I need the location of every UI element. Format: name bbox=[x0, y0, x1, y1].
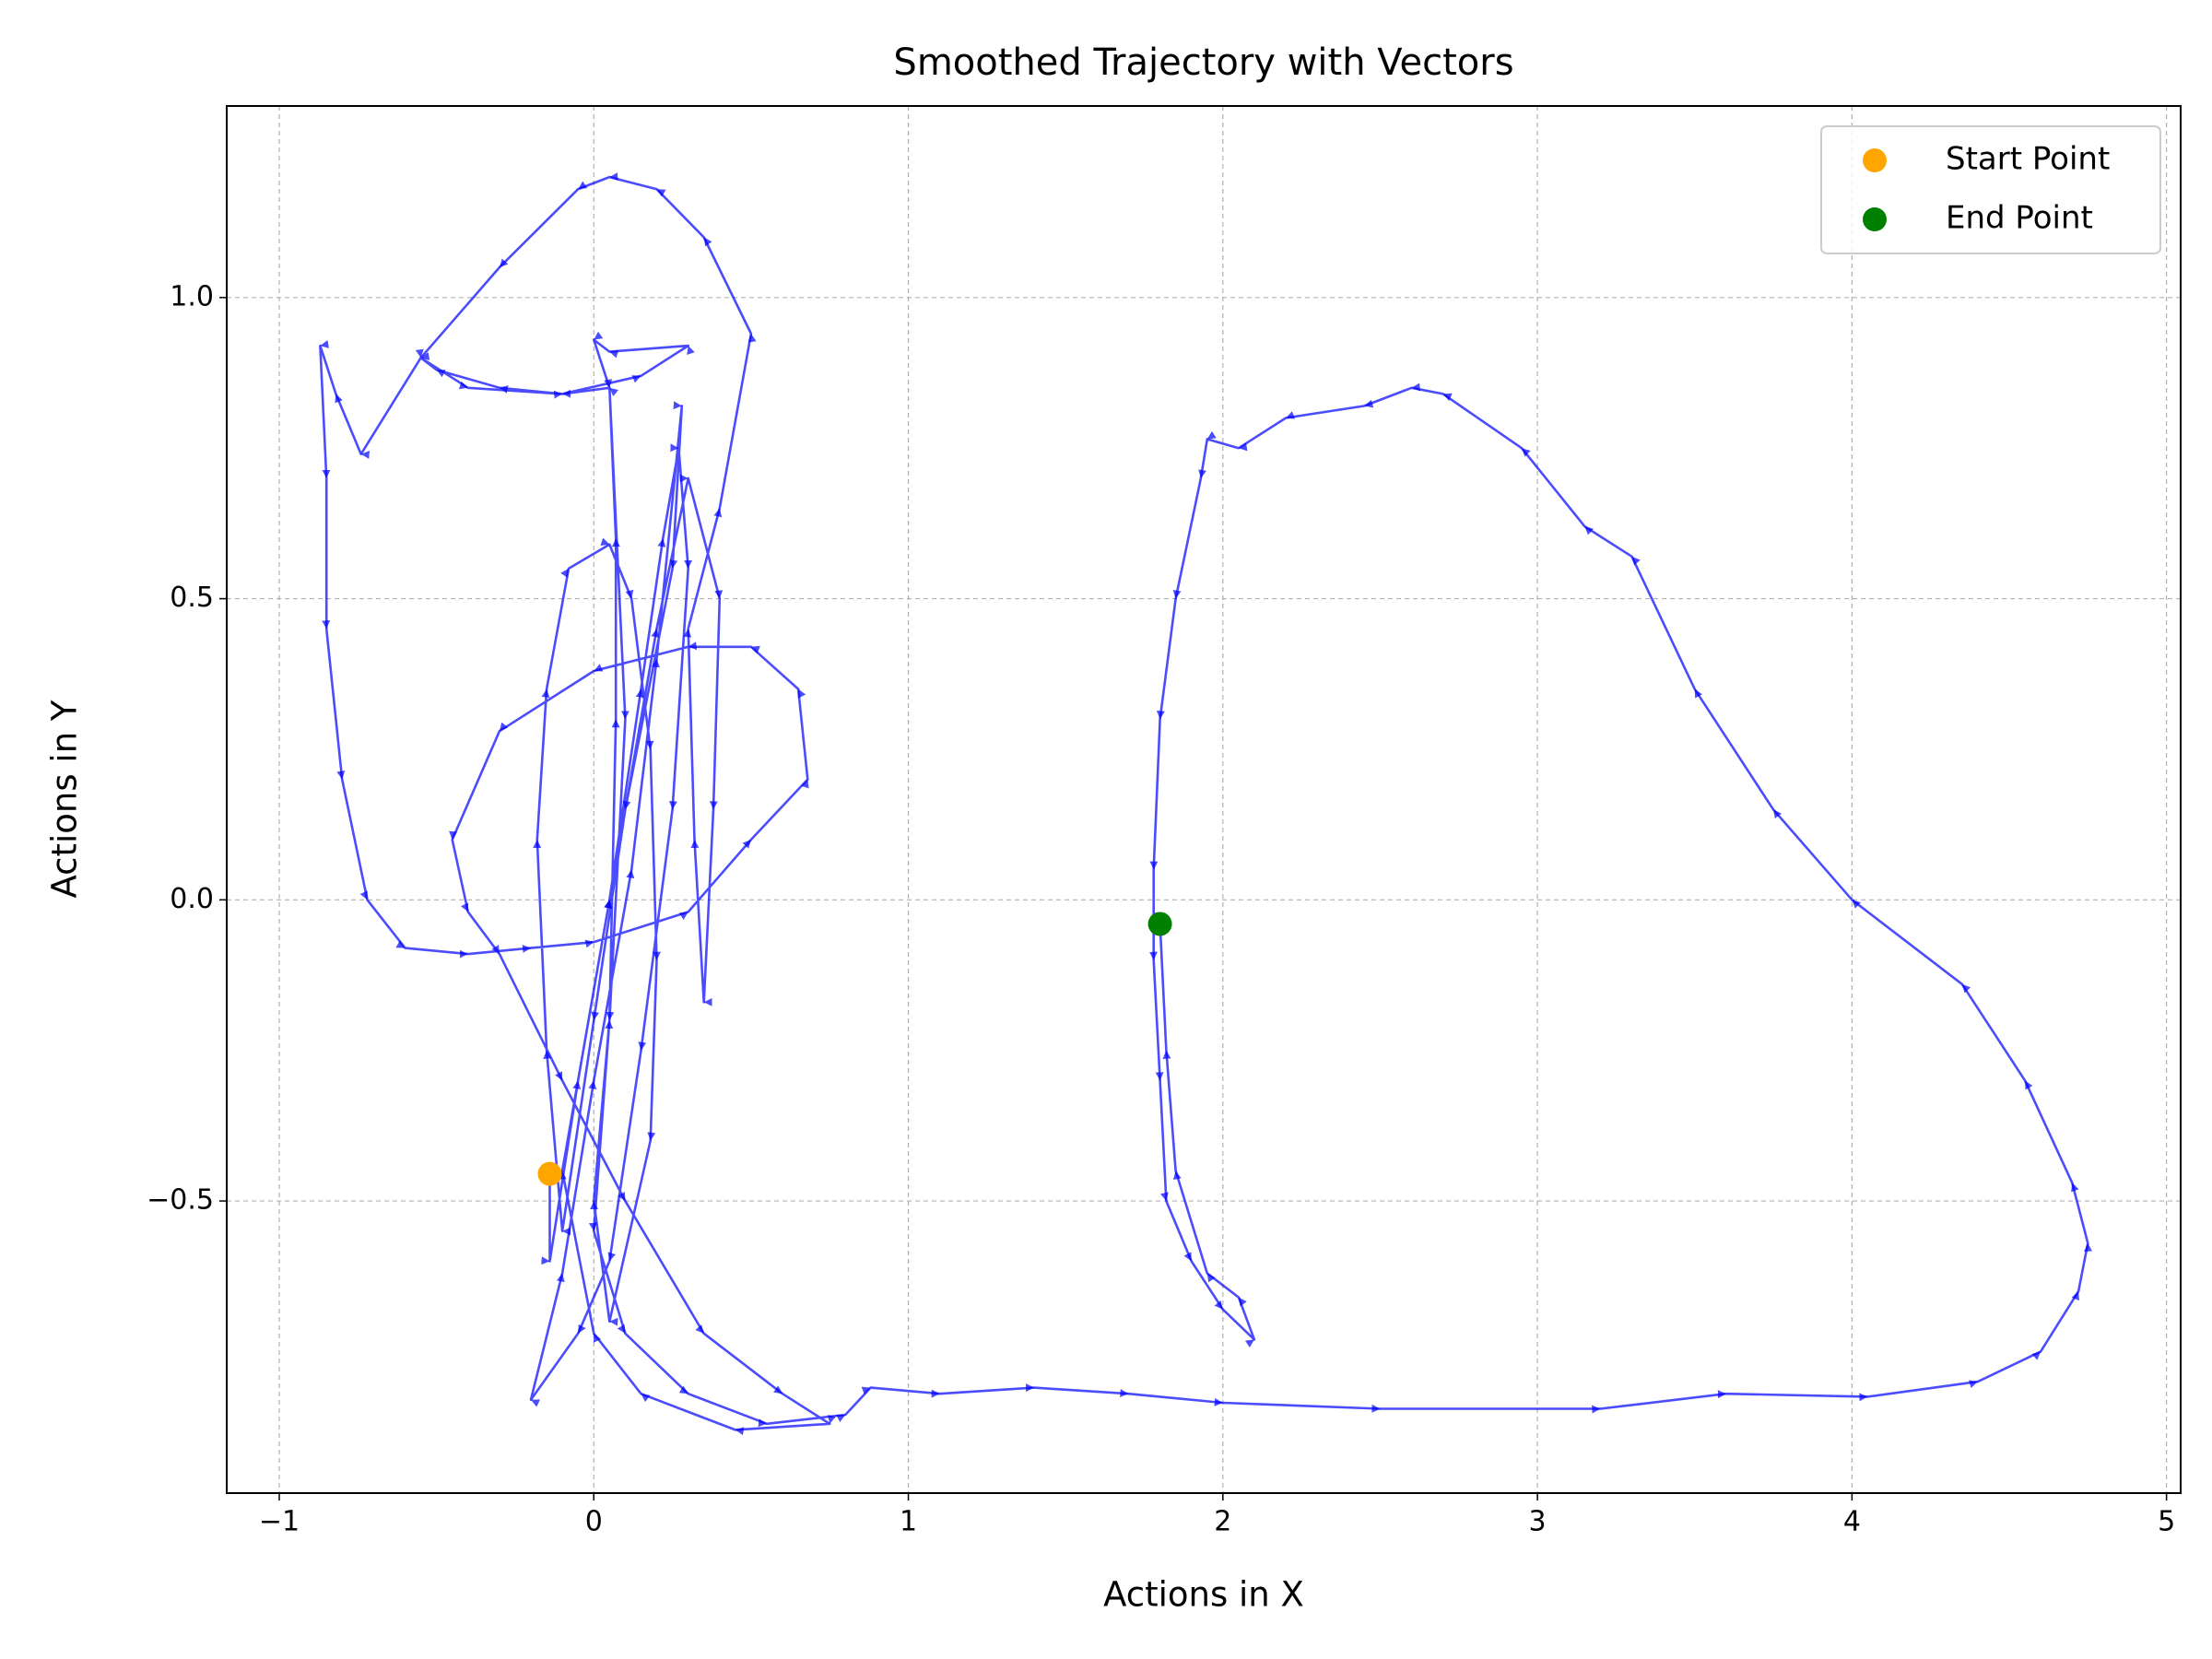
legend-marker bbox=[1863, 148, 1887, 172]
point bbox=[537, 1161, 562, 1186]
x-tick-label: 2 bbox=[1214, 1506, 1231, 1538]
chart-title: Smoothed Trajectory with Vectors bbox=[893, 41, 1513, 84]
legend-marker bbox=[1863, 207, 1887, 231]
x-tick-label: −1 bbox=[259, 1506, 300, 1538]
x-tick-label: 4 bbox=[1843, 1506, 1861, 1538]
y-tick-label: 0.0 bbox=[170, 883, 214, 915]
legend-label: Start Point bbox=[1946, 141, 2110, 178]
x-tick-label: 1 bbox=[900, 1506, 917, 1538]
legend-box bbox=[1820, 125, 2161, 254]
y-tick-label: 1.0 bbox=[170, 280, 214, 312]
x-axis-label: Actions in X bbox=[1103, 1575, 1304, 1615]
point bbox=[1147, 912, 1172, 936]
legend: Start Point End Point bbox=[1820, 125, 2161, 254]
y-axis-label: Actions in Y bbox=[45, 700, 85, 898]
x-tick-label: 0 bbox=[585, 1506, 603, 1538]
legend-label: End Point bbox=[1946, 200, 2093, 237]
x-tick-label: 3 bbox=[1529, 1506, 1547, 1538]
trajectory bbox=[319, 172, 2093, 1436]
plot-frame bbox=[226, 105, 2182, 1494]
x-tick-label: 5 bbox=[2158, 1506, 2175, 1538]
y-tick-label: −0.5 bbox=[147, 1184, 214, 1217]
y-tick-label: 0.5 bbox=[170, 582, 214, 614]
